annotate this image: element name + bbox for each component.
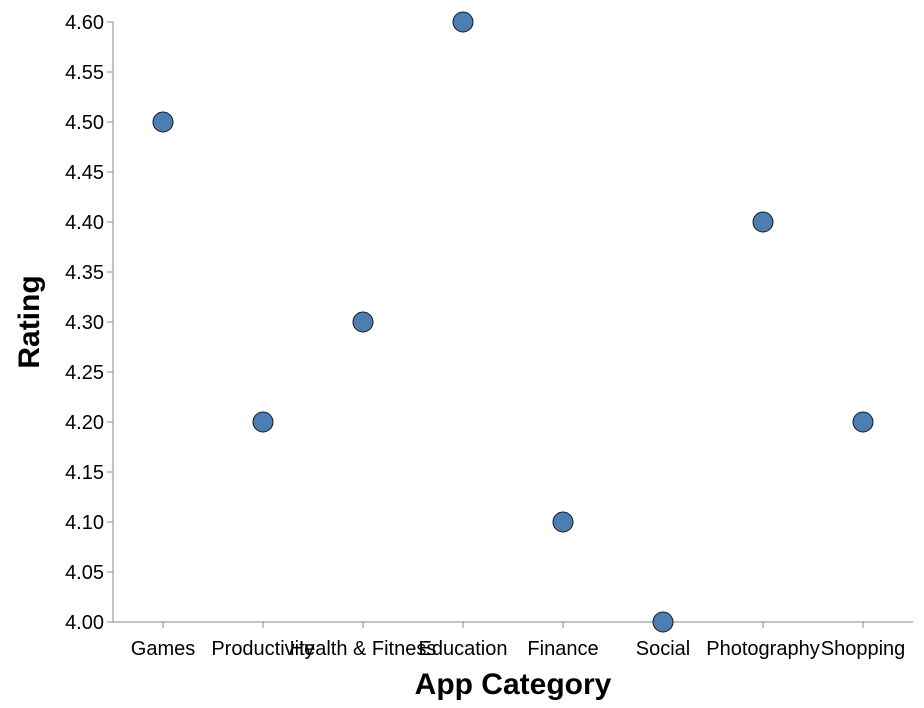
x-tick-label: Education — [419, 638, 508, 660]
y-tick-label: 4.25 — [65, 362, 104, 384]
x-tick-label: Health & Fitness — [290, 638, 437, 660]
y-tick-label: 4.30 — [65, 312, 104, 334]
x-tick-label: Finance — [527, 638, 598, 660]
x-tick-label: Social — [636, 638, 690, 660]
y-tick-label: 4.00 — [65, 612, 104, 634]
data-point — [452, 11, 474, 33]
data-point — [552, 511, 574, 533]
y-tick-label: 4.60 — [65, 12, 104, 34]
x-tick-label: Productivity — [211, 638, 314, 660]
y-tick-label: 4.20 — [65, 412, 104, 434]
data-points — [152, 11, 874, 633]
y-tick-label: 4.50 — [65, 112, 104, 134]
x-tick-label: Photography — [706, 638, 819, 660]
y-tick-label: 4.40 — [65, 212, 104, 234]
x-tick-label: Games — [131, 638, 195, 660]
y-tick-label: 4.45 — [65, 162, 104, 184]
x-axis-title: App Category — [415, 668, 612, 701]
x-tick-label: Shopping — [821, 638, 906, 660]
data-point — [752, 211, 774, 233]
y-axis: 4.00 4.05 4.10 4.15 4.20 4.25 4.30 4.35 4.40 4.45… — [65, 12, 114, 634]
data-point — [652, 611, 674, 633]
y-tick-label: 4.10 — [65, 512, 104, 534]
data-point — [152, 111, 174, 133]
y-tick-label: 4.05 — [65, 562, 104, 584]
data-point — [852, 411, 874, 433]
y-tick-label: 4.55 — [65, 62, 104, 84]
y-tick-label: 4.35 — [65, 262, 104, 284]
y-axis-title: Rating — [13, 275, 46, 368]
data-point — [252, 411, 274, 433]
y-tick-label: 4.15 — [65, 462, 104, 484]
data-point — [352, 311, 374, 333]
